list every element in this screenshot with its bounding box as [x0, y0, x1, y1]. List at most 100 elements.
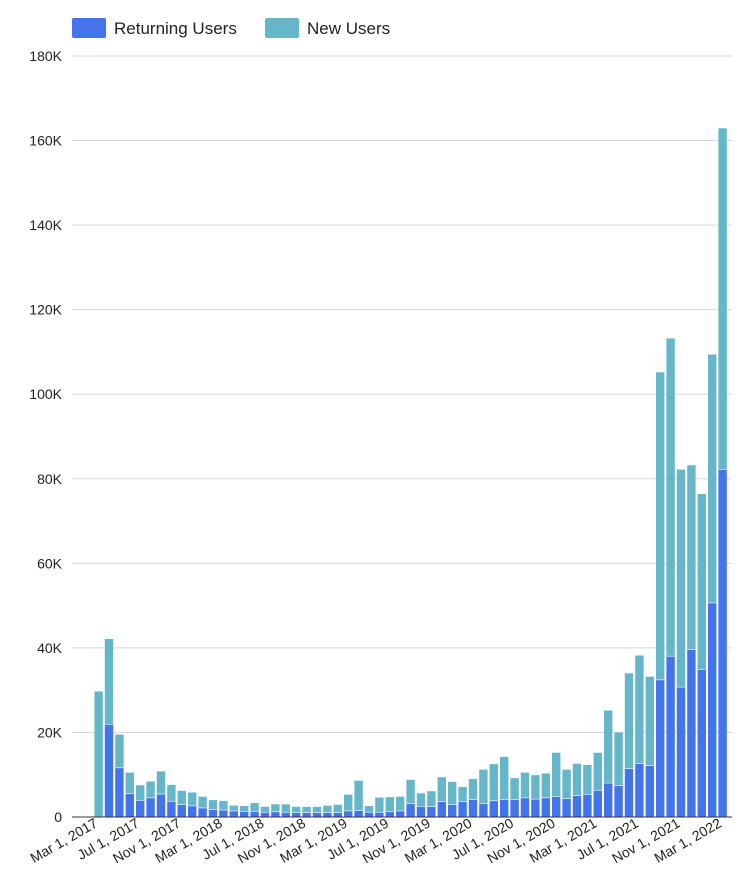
bar-returning-users — [645, 765, 654, 817]
bar-new-users — [416, 793, 426, 806]
bar-returning-users — [406, 803, 415, 817]
bar-segment-separator — [458, 800, 467, 802]
bar-returning-users — [614, 785, 623, 817]
bar-new-users — [427, 791, 436, 807]
bar-returning-users — [375, 811, 384, 817]
bar-returning-users — [697, 669, 706, 817]
bar-segment-separator — [520, 796, 530, 799]
bar-returning-users — [572, 795, 582, 817]
bar-new-users — [489, 764, 498, 801]
bar-new-users — [697, 494, 706, 670]
bar-new-users — [104, 639, 114, 724]
bar-returning-users — [292, 812, 301, 817]
bar-new-users — [292, 806, 301, 813]
bar-returning-users — [219, 809, 228, 817]
y-tick-label: 120K — [29, 302, 62, 318]
bar-new-users — [375, 797, 384, 812]
bar-returning-users — [323, 812, 332, 817]
bar-returning-users — [396, 810, 405, 817]
bar-returning-users — [146, 797, 155, 817]
bar-returning-users — [427, 806, 436, 817]
bar-new-users — [624, 673, 634, 769]
bar-new-users — [406, 779, 415, 804]
bar-returning-users — [510, 799, 519, 817]
y-tick-label: 20K — [37, 724, 63, 740]
bar-new-users — [645, 676, 654, 766]
bar-segment-separator — [593, 789, 602, 791]
bar-returning-users — [708, 602, 717, 817]
y-tick-label: 100K — [29, 386, 62, 402]
bar-segment-separator — [541, 796, 550, 799]
bar-returning-users — [229, 810, 238, 817]
bar-returning-users — [177, 804, 186, 817]
bar-returning-users — [666, 655, 675, 817]
bar-segment-separator — [364, 811, 374, 813]
bar-new-users — [500, 756, 509, 800]
bar-new-users — [676, 469, 686, 687]
y-axis-ticks: 0 20K 40K 60K 80K 100K 120K 140K 160K 180K — [29, 48, 62, 825]
bar-returning-users — [344, 810, 353, 817]
bar-returning-users — [364, 811, 374, 817]
bar-new-users — [708, 354, 717, 603]
bar-new-users — [448, 781, 457, 805]
bar-new-users — [468, 778, 478, 800]
bar-new-users — [167, 784, 176, 801]
bar-segment-separator — [354, 809, 363, 811]
bar-new-users — [396, 796, 405, 811]
bar-segment-separator — [260, 811, 270, 813]
bar-returning-users — [604, 782, 613, 817]
bar-new-users — [635, 655, 644, 764]
bar-new-users — [593, 752, 602, 790]
gridlines — [72, 55, 732, 733]
bar-new-users — [198, 796, 207, 808]
bar-returning-users — [385, 811, 394, 817]
y-tick-label: 160K — [29, 133, 62, 149]
bar-returning-users — [354, 810, 363, 817]
bar-segment-separator — [718, 468, 727, 470]
bar-new-users — [188, 792, 197, 806]
bar-new-users — [250, 803, 259, 812]
bar-new-users — [666, 338, 675, 656]
bar-new-users — [572, 763, 582, 796]
bar-returning-users — [104, 723, 114, 817]
y-tick-label: 180K — [29, 48, 62, 64]
bar-returning-users — [687, 649, 696, 817]
bar-returning-users — [718, 469, 727, 817]
y-tick-label: 140K — [29, 217, 62, 233]
bar-returning-users — [416, 806, 426, 817]
bar-new-users — [177, 790, 186, 805]
bar-returning-users — [635, 763, 644, 817]
bar-returning-users — [240, 811, 249, 817]
bar-returning-users — [593, 789, 602, 817]
bar-new-users — [541, 773, 550, 798]
bar-new-users — [94, 691, 103, 817]
legend: Returning Users New Users — [72, 18, 390, 38]
bar-new-users — [219, 800, 228, 810]
bar-new-users — [687, 465, 696, 650]
bar-returning-users — [562, 798, 571, 817]
bar-new-users — [281, 804, 290, 812]
bar-returning-users — [198, 807, 207, 817]
bar-new-users — [115, 734, 124, 768]
bar-new-users — [718, 128, 727, 470]
bar-new-users — [437, 777, 446, 802]
bar-returning-users — [437, 801, 446, 817]
bar-returning-users — [156, 793, 166, 817]
bar-new-users — [323, 805, 332, 813]
bar-segment-separator — [614, 784, 623, 786]
y-tick-label: 60K — [37, 555, 63, 571]
y-tick-label: 0 — [54, 809, 62, 825]
bar-segment-separator — [572, 794, 582, 797]
bar-new-users — [271, 804, 280, 812]
bar-returning-users — [302, 812, 311, 817]
bar-returning-users — [208, 809, 218, 817]
bar-new-users — [136, 785, 145, 801]
bar-returning-users — [624, 768, 634, 817]
bar-returning-users — [520, 797, 530, 817]
bar-returning-users — [333, 812, 342, 817]
bar-new-users — [656, 372, 665, 680]
bar-returning-users — [458, 801, 467, 817]
bar-new-users — [385, 797, 394, 812]
